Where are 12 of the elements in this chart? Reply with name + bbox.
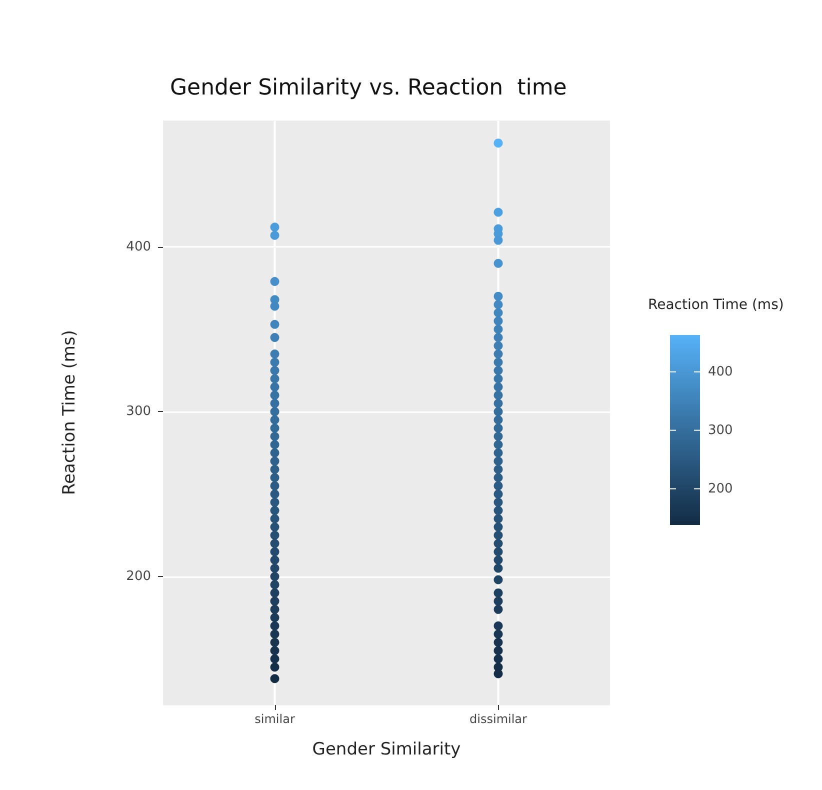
x-tick-label: dissimilar: [470, 712, 528, 726]
x-axis-title: Gender Similarity: [312, 740, 461, 760]
color-bar-label: 200: [708, 481, 733, 496]
x-tick-label: similar: [254, 712, 295, 726]
color-bar-label: 400: [708, 364, 733, 380]
y-axis-title: Reaction Time (ms): [60, 330, 80, 495]
chart-title: Gender Similarity vs. Reaction time: [170, 76, 567, 100]
y-tick-label: 400: [126, 239, 151, 254]
y-tick-label: 200: [126, 568, 151, 584]
color-bar-title: Reaction Time (ms): [648, 297, 784, 313]
color-bar-label: 300: [708, 422, 733, 438]
y-tick-label: 300: [126, 404, 151, 420]
